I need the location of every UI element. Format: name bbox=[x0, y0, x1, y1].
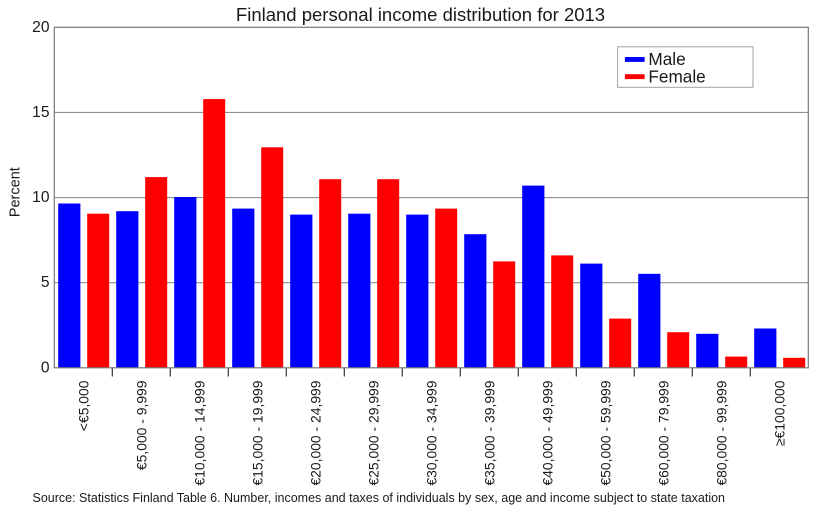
svg-text:€60,000 - 79,999: €60,000 - 79,999 bbox=[655, 380, 671, 485]
svg-text:€50,000 - 59,999: €50,000 - 59,999 bbox=[597, 380, 613, 485]
svg-text:€40,000 - 49,999: €40,000 - 49,999 bbox=[539, 380, 555, 485]
svg-text:Male: Male bbox=[648, 49, 685, 69]
svg-text:≥€100,000: ≥€100,000 bbox=[771, 380, 787, 446]
svg-text:€15,000 - 19,999: €15,000 - 19,999 bbox=[249, 380, 265, 485]
svg-text:Finland personal income distri: Finland personal income distribution for… bbox=[236, 4, 605, 25]
svg-text:€20,000 - 24,999: €20,000 - 24,999 bbox=[307, 380, 323, 485]
svg-text:20: 20 bbox=[32, 19, 50, 36]
svg-text:<€5,000: <€5,000 bbox=[75, 380, 91, 431]
svg-text:5: 5 bbox=[41, 274, 50, 291]
svg-text:€25,000 - 29,999: €25,000 - 29,999 bbox=[365, 380, 381, 485]
svg-text:Source: Statistics Finland Tab: Source: Statistics Finland Table 6. Numb… bbox=[33, 491, 726, 505]
svg-text:15: 15 bbox=[32, 104, 50, 121]
svg-text:Percent: Percent bbox=[8, 167, 24, 217]
svg-text:€35,000 - 39,999: €35,000 - 39,999 bbox=[481, 380, 497, 485]
svg-text:€5,000 - 9,999: €5,000 - 9,999 bbox=[133, 380, 149, 470]
svg-text:€10,000 - 14,999: €10,000 - 14,999 bbox=[191, 380, 207, 485]
svg-text:0: 0 bbox=[41, 359, 50, 376]
svg-text:10: 10 bbox=[32, 189, 50, 206]
svg-text:€80,000 - 99,999: €80,000 - 99,999 bbox=[713, 380, 729, 485]
svg-text:Female: Female bbox=[648, 66, 705, 86]
svg-text:€30,000 - 34,999: €30,000 - 34,999 bbox=[423, 380, 439, 485]
